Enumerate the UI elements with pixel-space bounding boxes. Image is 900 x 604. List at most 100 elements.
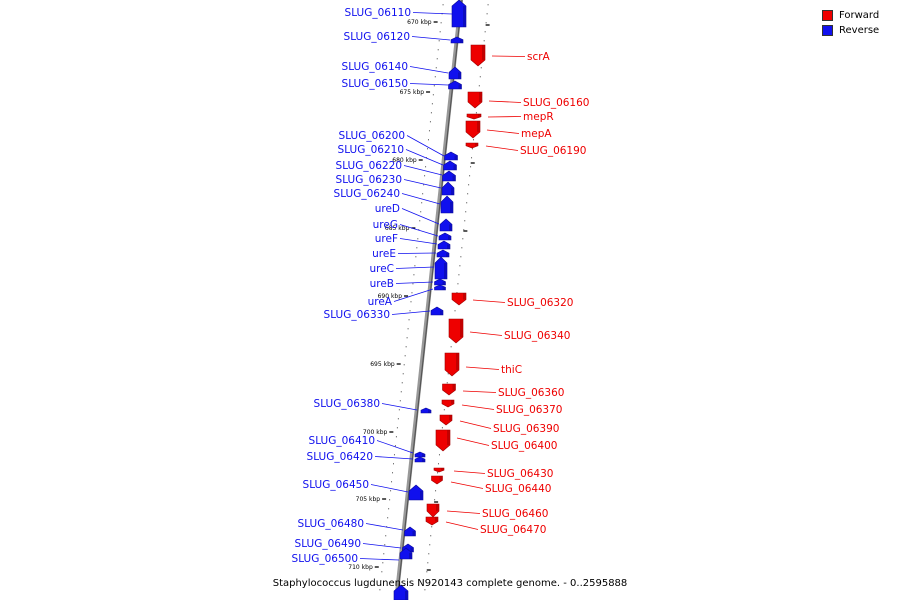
reverse-gene-label-leader <box>370 484 409 493</box>
guide-dot <box>433 85 435 87</box>
reverse-gene-label-leader <box>395 266 435 269</box>
guide-dot <box>400 391 402 393</box>
reverse-gene <box>448 80 462 90</box>
forward-gene-shade <box>479 92 482 102</box>
reverse-gene-label: ureF <box>375 233 398 245</box>
guide-dot <box>425 166 427 168</box>
forward-gene-shade <box>482 45 485 60</box>
reverse-gene <box>444 151 458 161</box>
forward-gene-label: SLUG_06470 <box>480 524 546 536</box>
guide-dot <box>416 247 418 249</box>
guide-dot <box>379 589 381 591</box>
reverse-gene-shade <box>409 552 412 559</box>
forward-gene-label-leader <box>487 116 522 118</box>
guide-dot <box>406 337 408 339</box>
forward-gene-label-leader <box>488 100 522 103</box>
forward-gene-shade <box>460 319 463 337</box>
guide-dot <box>395 436 397 438</box>
guide-dot <box>427 148 429 150</box>
guide-dot <box>434 76 436 78</box>
genome-axis <box>394 0 463 601</box>
forward-gene-label-leader <box>472 299 506 303</box>
reverse-gene-label: SLUG_06410 <box>309 435 375 447</box>
guide-dot <box>431 526 433 528</box>
guide-dot <box>446 382 448 384</box>
guide-dot <box>465 211 467 213</box>
forward-gene-label: SLUG_06160 <box>523 97 589 109</box>
guide-dot <box>384 544 386 546</box>
legend: Forward Reverse <box>822 8 892 38</box>
forward-gene-shade <box>463 293 466 300</box>
guide-dot <box>428 130 430 132</box>
guide-dot <box>467 193 469 195</box>
reverse-gene-shade <box>442 287 445 290</box>
reverse-gene-label-leader <box>401 193 441 205</box>
guide-dot <box>402 373 404 375</box>
guide-dot <box>409 310 411 312</box>
guide-dot <box>426 571 428 573</box>
guide-dot <box>382 562 384 564</box>
forward-gene-shade <box>449 415 452 421</box>
reverse-gene <box>442 170 456 182</box>
guide-dot <box>410 301 412 303</box>
forward-swatch <box>822 10 833 21</box>
reverse-gene-shade <box>449 224 452 231</box>
reverse-gene-label: SLUG_06140 <box>342 61 408 73</box>
guide-dot <box>462 238 464 240</box>
reverse-gene-shade <box>440 310 443 315</box>
forward-gene-label-leader <box>459 420 492 429</box>
guide-dot <box>430 535 432 537</box>
forward-gene-label: SLUG_06370 <box>496 404 562 416</box>
reverse-gene-label: SLUG_06120 <box>344 31 410 43</box>
reverse-gene-label: SLUG_06220 <box>336 160 402 172</box>
reverse-gene-label-leader <box>381 403 418 411</box>
forward-gene-label-leader <box>461 404 495 410</box>
reverse-gene-shade <box>422 459 425 462</box>
guide-dot <box>413 274 415 276</box>
reverse-gene-label: ureD <box>375 203 400 215</box>
forward-gene-label-leader <box>486 129 520 134</box>
guide-dot <box>435 67 437 69</box>
guide-dot <box>401 382 403 384</box>
forward-gene-label-leader <box>456 437 490 446</box>
reverse-gene-label-leader <box>399 224 439 237</box>
guide-dot <box>396 427 398 429</box>
forward-gene-label-leader <box>465 366 500 370</box>
tick-label: 700 kbp <box>363 429 388 436</box>
forward-gene-shade <box>436 504 439 512</box>
forward-gene-label-leader <box>450 481 484 489</box>
reverse-swatch <box>822 25 833 36</box>
guide-dot <box>427 139 429 141</box>
guide-dot <box>415 256 417 258</box>
guide-dot <box>436 58 438 60</box>
guide-dot <box>443 409 445 411</box>
reverse-gene-label-leader <box>406 135 445 157</box>
forward-gene-label: SLUG_06190 <box>520 145 586 157</box>
reverse-gene-label-leader <box>412 12 453 15</box>
guide-dot <box>437 463 439 465</box>
guide-dot <box>414 265 416 267</box>
reverse-gene-label: ureA <box>368 296 393 308</box>
reverse-gene-shade <box>454 155 457 160</box>
guide-dot <box>424 589 426 591</box>
reverse-gene-label: SLUG_06110 <box>345 7 411 19</box>
forward-gene-shade <box>451 400 454 404</box>
guide-dot <box>440 22 442 24</box>
guide-dot <box>461 247 463 249</box>
forward-gene-shade <box>477 121 480 132</box>
guide-dot <box>458 274 460 276</box>
forward-gene-shade <box>439 476 442 481</box>
guide-dot <box>479 76 481 78</box>
guide-dot <box>454 310 456 312</box>
guide-dot <box>472 139 474 141</box>
tick-label: 705 kbp <box>356 496 381 503</box>
reverse-gene-label: SLUG_06420 <box>307 451 373 463</box>
reverse-gene-label-leader <box>374 456 414 460</box>
legend-forward-label: Forward <box>839 10 880 21</box>
guide-dot <box>411 292 413 294</box>
reverse-gene-shade <box>412 531 415 536</box>
guide-dot <box>483 40 485 42</box>
reverse-gene-label-leader <box>409 83 449 86</box>
reverse-gene <box>451 0 467 28</box>
forward-gene-label: scrA <box>527 51 551 63</box>
